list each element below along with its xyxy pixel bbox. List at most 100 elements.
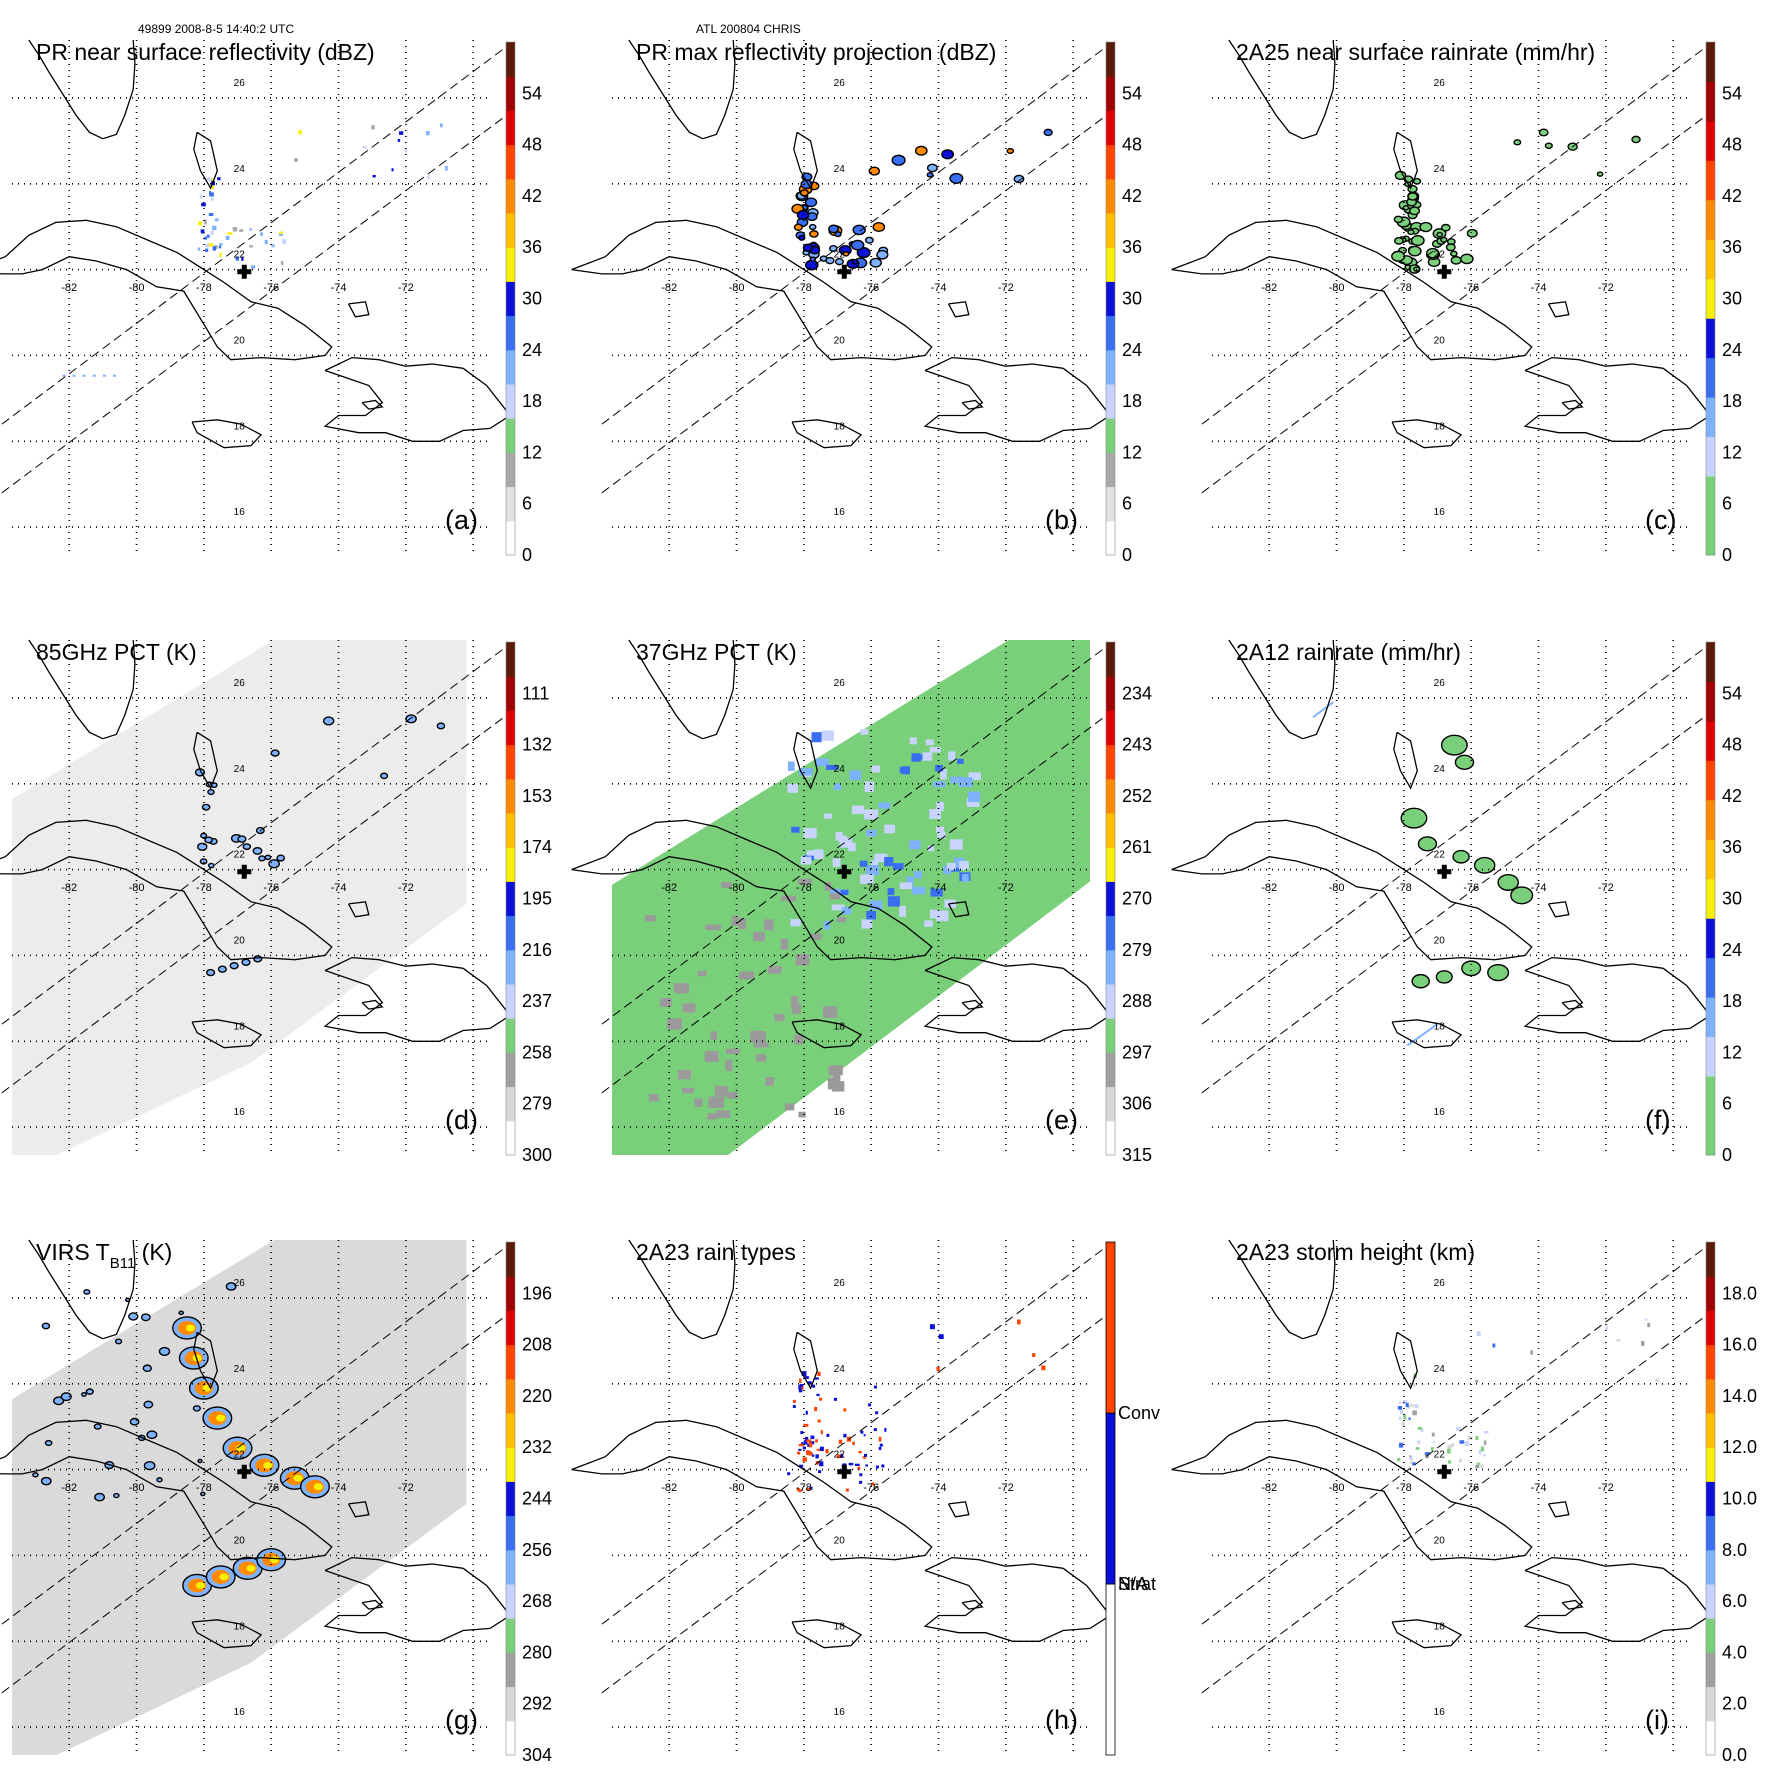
panel-title: PR max reflectivity projection (dBZ) — [636, 39, 996, 65]
lat-label: 16 — [834, 507, 846, 518]
lat-label: 18 — [234, 1621, 246, 1632]
colorbar-segment — [1706, 1242, 1715, 1277]
raintype-pixel — [884, 1428, 887, 1432]
pct-pixel — [834, 889, 849, 896]
land-pixel — [660, 997, 672, 1007]
lon-label: -78 — [196, 1482, 212, 1494]
echo-pixel — [239, 229, 244, 232]
colorbar-segment — [1706, 318, 1715, 359]
echo-cell — [1440, 734, 1468, 756]
colorbar-tick-label: 6.0 — [1722, 1591, 1747, 1611]
echo-cell — [207, 862, 215, 869]
lon-label: -72 — [998, 882, 1014, 894]
lat-label: 16 — [834, 1107, 846, 1118]
coastline-jamaica — [791, 1619, 863, 1649]
colorbar-segment — [506, 349, 515, 385]
echo-cell — [264, 854, 272, 861]
raintype-pixel — [806, 1487, 810, 1491]
echo-pixel — [399, 131, 404, 135]
echo-pixel — [404, 148, 408, 153]
colorbar-segment — [1106, 486, 1115, 522]
colorbar-segment — [1106, 452, 1115, 488]
colorbar-segment — [506, 315, 515, 351]
echo-pixel — [92, 374, 96, 377]
echo-cell — [852, 224, 866, 236]
swath-edge-line — [1, 714, 508, 1094]
raintype-pixel — [818, 1470, 822, 1474]
lon-label: -82 — [61, 1482, 77, 1494]
colorbar-tick-label: 54 — [1122, 83, 1142, 103]
swath-edge-line — [601, 1245, 1108, 1625]
colorbar-segment — [1706, 1344, 1715, 1380]
land-pixel — [649, 1094, 659, 1102]
colorbar-tick-label: 244 — [522, 1489, 552, 1509]
echo-cell — [876, 249, 889, 260]
colorbar-tick-label: 279 — [522, 1094, 552, 1114]
lon-label: -80 — [729, 1482, 745, 1494]
colorbar-tick-label: 252 — [1122, 786, 1152, 806]
lat-label: 18 — [1434, 1021, 1446, 1032]
echo-cell — [146, 1430, 158, 1440]
echo-cell — [949, 172, 964, 184]
height-pixel — [1409, 1461, 1413, 1465]
echo-cell — [798, 234, 806, 241]
lon-label: -76 — [263, 882, 279, 894]
land-pixel — [780, 938, 788, 950]
lon-label: -72 — [998, 282, 1014, 294]
coastal-artifact — [1312, 701, 1334, 719]
pct-pixel — [914, 871, 922, 879]
colorbar-segment — [1106, 384, 1115, 419]
pct-pixel — [924, 920, 933, 927]
echo-cell — [143, 1460, 156, 1471]
echo-cell — [850, 239, 865, 251]
pct-pixel — [839, 837, 853, 848]
colorbar-segment — [1106, 915, 1115, 951]
land-pixel — [824, 882, 832, 891]
raintype-pixel — [810, 1435, 815, 1440]
lat-label: 22 — [834, 1450, 846, 1461]
height-pixel — [1616, 1339, 1621, 1342]
lon-label: -82 — [1261, 882, 1277, 894]
lat-label: 20 — [1434, 1535, 1446, 1546]
colorbar-tick-label: 18.0 — [1722, 1283, 1757, 1303]
pct-pixel — [803, 828, 817, 839]
colorbar-segment — [506, 1310, 515, 1346]
height-pixel — [1476, 1462, 1481, 1465]
swath-edge-line — [1, 114, 508, 494]
raintype-pixel — [878, 1436, 882, 1442]
lat-label: 18 — [234, 1021, 246, 1032]
echo-cell — [1445, 243, 1456, 252]
lat-label: 22 — [834, 850, 846, 861]
pct-pixel — [959, 861, 969, 870]
colorbar-segment — [506, 452, 515, 488]
lon-label: -82 — [1261, 1482, 1277, 1494]
echo-pixel — [249, 245, 254, 248]
echo-pixel — [217, 177, 221, 181]
raintype-pixel — [798, 1489, 802, 1493]
pct-pixel — [791, 826, 800, 833]
echo-cell — [1417, 836, 1438, 852]
pct-pixel — [832, 858, 841, 867]
echo-cell — [128, 1312, 139, 1321]
pct-pixel — [851, 805, 865, 815]
lat-label: 26 — [834, 78, 846, 89]
header-storm-name: ATL 200804 CHRIS — [696, 22, 801, 36]
map-area: 26 24 22 20 18 16 -82 -80 -78 -76 -74 -72 — [571, 1239, 1112, 1755]
lon-label: -74 — [931, 882, 947, 894]
raintype-pixel — [808, 1452, 813, 1456]
coastline-inagua — [1548, 301, 1570, 318]
echo-cell — [53, 1396, 65, 1406]
colorbar-segment — [1706, 199, 1715, 240]
lon-label: -74 — [931, 1482, 947, 1494]
colorbar-segment — [506, 1584, 515, 1619]
land-pixel — [677, 1069, 692, 1080]
height-pixel — [1467, 1435, 1473, 1441]
pct-pixel — [899, 905, 906, 917]
panel-title: 2A12 rainrate (mm/hr) — [1236, 639, 1461, 665]
colorbar-segment — [1706, 997, 1715, 1038]
land-pixel — [708, 1096, 725, 1109]
colorbar-tick-label: 18 — [1722, 391, 1742, 411]
colorbar: 0 6 12 18 24 30 36 42 48 54 — [1705, 41, 1742, 565]
lon-label: -80 — [1329, 882, 1345, 894]
coastline-florida — [1228, 39, 1336, 140]
